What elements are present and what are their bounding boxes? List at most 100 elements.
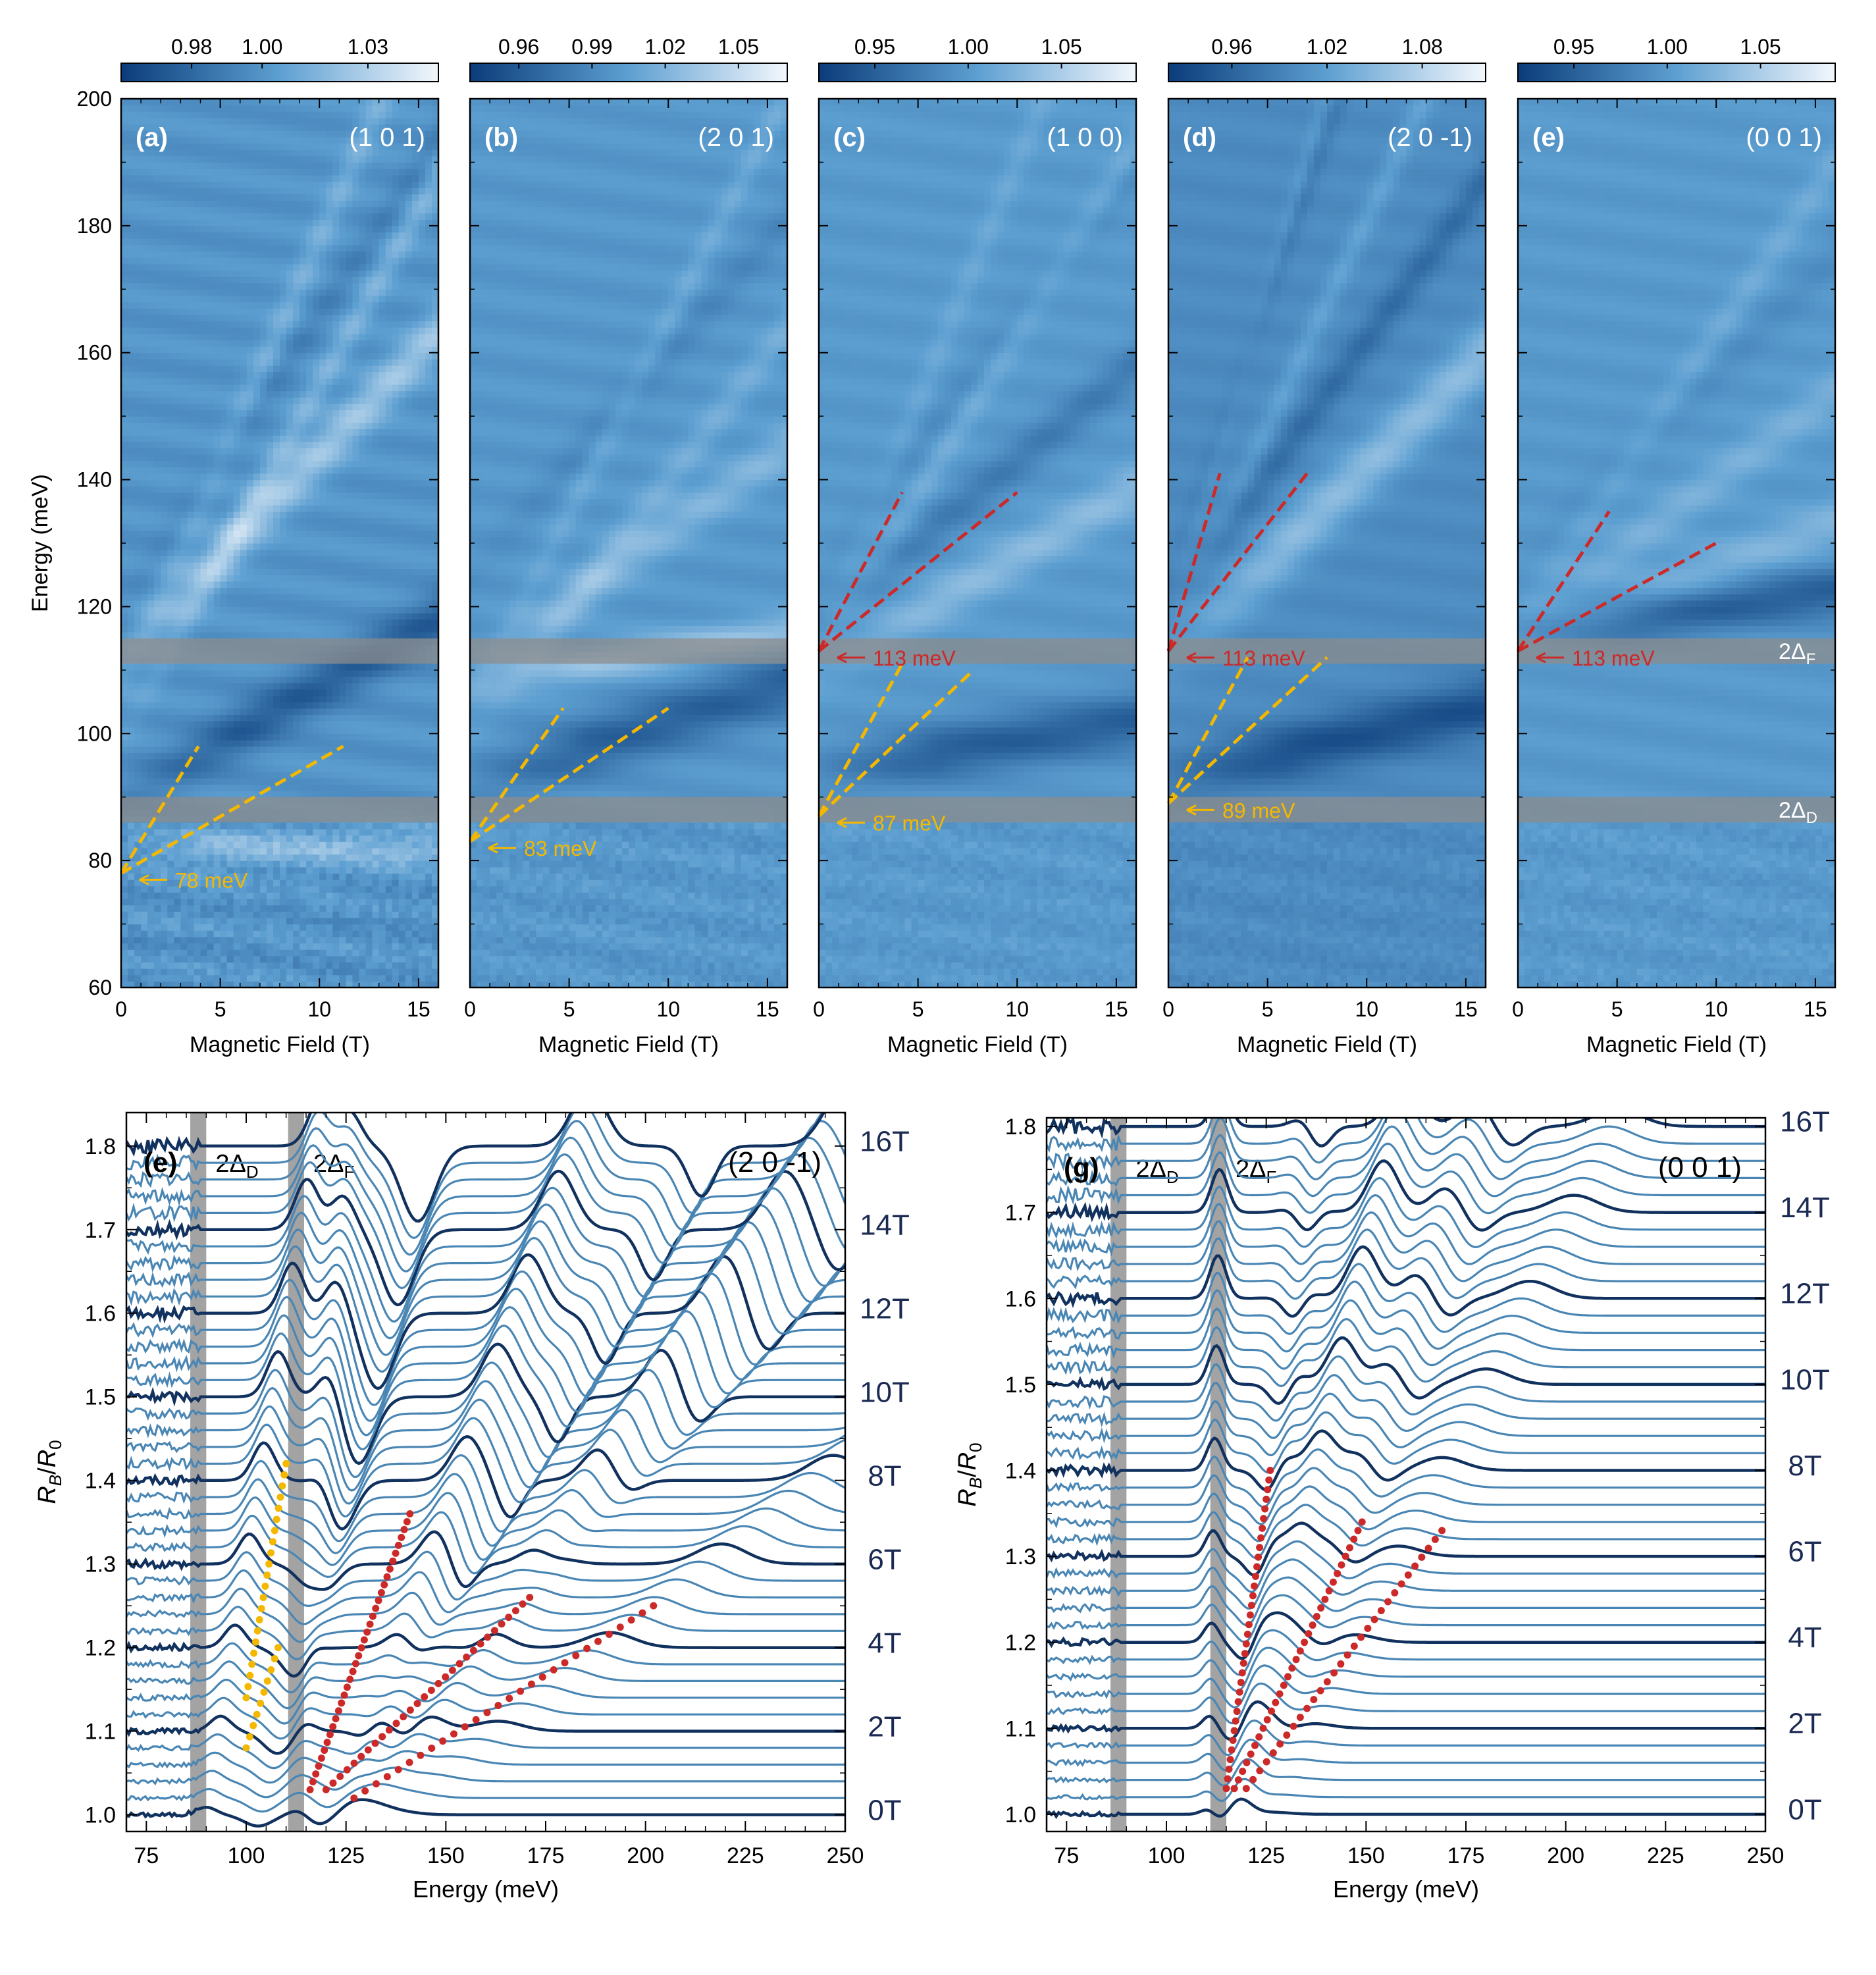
heatmap-cell: [306, 543, 313, 550]
heatmap-cell: [167, 619, 174, 626]
heatmap-cell: [411, 974, 419, 982]
heatmap-cell: [398, 974, 406, 982]
heatmap-cell: [259, 943, 267, 950]
heatmap-cell: [418, 575, 426, 582]
heatmap-cell: [200, 632, 208, 639]
heatmap-cell: [418, 683, 426, 690]
heatmap-cell: [332, 606, 340, 614]
heatmap-cell: [180, 936, 188, 944]
heatmap-cell: [280, 333, 287, 341]
heatmap-cell: [385, 479, 393, 487]
heatmap-cell: [359, 784, 367, 791]
heatmap-cell: [280, 346, 287, 354]
heatmap-cell: [240, 429, 248, 436]
heatmap-cell: [180, 955, 188, 963]
heatmap-cell: [200, 378, 208, 385]
heatmap-cell: [240, 746, 248, 753]
heatmap-cell: [352, 885, 360, 893]
heatmap-cell: [293, 435, 300, 442]
heatmap-cell: [253, 708, 261, 715]
heatmap-cell: [431, 378, 438, 385]
heatmap-cell: [273, 746, 280, 753]
heatmap-cell: [293, 892, 300, 899]
heatmap-cell: [405, 429, 413, 436]
heatmap-cell: [273, 873, 280, 880]
heatmap-cell: [161, 873, 168, 880]
heatmap-cell: [200, 841, 208, 849]
heatmap-cell: [226, 460, 234, 467]
heatmap-cell: [233, 371, 241, 379]
heatmap-cell: [425, 981, 432, 988]
heatmap-cell: [365, 340, 373, 347]
heatmap-cell: [418, 784, 426, 791]
heatmap-cell: [346, 689, 353, 697]
heatmap-cell: [293, 777, 300, 785]
heatmap-cell: [332, 683, 340, 690]
heatmap-cell: [313, 930, 320, 937]
heatmap-cell: [372, 517, 380, 525]
heatmap-cell: [213, 847, 221, 855]
heatmap-cell: [194, 562, 201, 569]
heatmap-cell: [385, 549, 393, 556]
heatmap-cell: [398, 473, 406, 481]
heatmap-cell: [187, 600, 195, 608]
heatmap-cell: [431, 422, 438, 430]
heatmap-cell: [339, 765, 347, 772]
heatmap-cell: [207, 625, 215, 633]
heatmap-cell: [180, 854, 188, 861]
heatmap-cell: [300, 581, 307, 589]
heatmap-cell: [147, 422, 155, 430]
heatmap-cell: [121, 733, 128, 741]
heatmap-cell: [194, 752, 201, 760]
heatmap-cell: [174, 575, 181, 582]
heatmap-cell: [141, 613, 148, 620]
heatmap-cell: [147, 594, 155, 601]
heatmap-cell: [392, 784, 400, 791]
heatmap-cell: [418, 936, 426, 944]
heatmap-cell: [378, 828, 386, 836]
heatmap-cell: [200, 390, 208, 398]
heatmap-cell: [266, 422, 274, 430]
heatmap-cell: [174, 835, 181, 842]
heatmap-cell: [200, 733, 208, 741]
heatmap-cell: [259, 664, 267, 671]
heatmap-cell: [220, 683, 228, 690]
heatmap-cell: [246, 752, 254, 760]
heatmap-cell: [339, 841, 347, 849]
heatmap-cell: [259, 917, 267, 925]
heatmap-cell: [128, 917, 135, 925]
heatmap-cell: [280, 835, 287, 842]
heatmap-cell: [418, 752, 426, 760]
heatmap-cell: [372, 955, 380, 963]
heatmap-cell: [187, 460, 195, 467]
heatmap-cell: [121, 486, 128, 493]
heatmap-cell: [187, 359, 195, 366]
heatmap-cell: [180, 670, 188, 677]
heatmap-cell: [319, 492, 326, 500]
heatmap-cell: [240, 752, 248, 760]
heatmap-cell: [300, 828, 307, 836]
heatmap-cell: [246, 683, 254, 690]
heatmap-cell: [392, 390, 400, 398]
heatmap-cell: [273, 556, 280, 563]
heatmap-cell: [286, 860, 294, 868]
heatmap-cell: [425, 517, 432, 525]
heatmap-cell: [134, 955, 142, 963]
heatmap-cell: [326, 498, 333, 506]
heatmap-cell: [411, 422, 419, 430]
heatmap-cell: [240, 505, 248, 512]
heatmap-cell: [418, 924, 426, 931]
heatmap-cell: [161, 777, 168, 785]
heatmap-cell: [431, 549, 438, 556]
heatmap-cell: [194, 460, 201, 467]
heatmap-cell: [187, 683, 195, 690]
heatmap-cell: [253, 866, 261, 874]
heatmap-cell: [372, 473, 380, 481]
heatmap-cell: [147, 949, 155, 957]
heatmap-cell: [121, 727, 128, 734]
heatmap-cell: [352, 702, 360, 709]
heatmap-cell: [352, 835, 360, 842]
heatmap-cell: [398, 936, 406, 944]
heatmap-cell: [378, 390, 386, 398]
heatmap-cell: [398, 365, 406, 373]
